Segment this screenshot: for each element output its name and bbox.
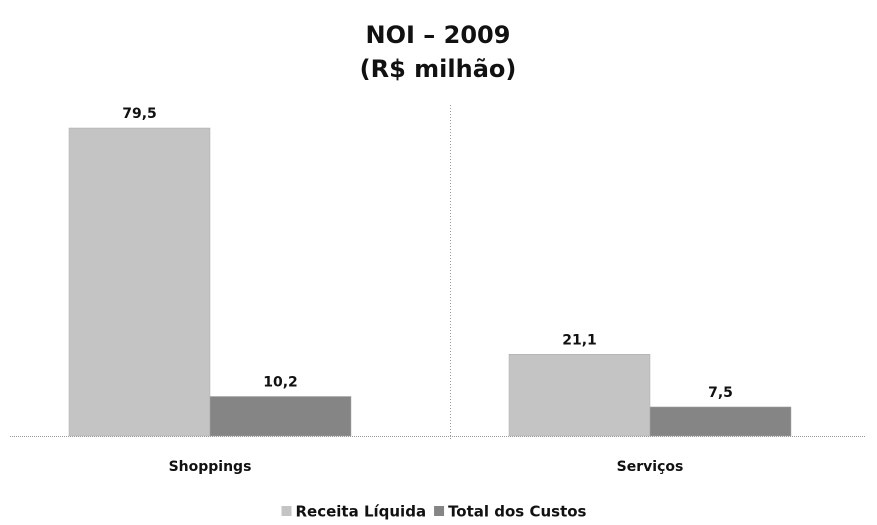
bar [649,406,792,437]
data-label: 79,5 [122,106,157,122]
legend-swatch [281,506,292,516]
chart-subtitle: (R$ milhão) [360,55,517,83]
legend-label: Total dos Custos [448,503,586,521]
bar [209,396,352,437]
legend-swatch [434,506,445,516]
legend-label: Receita Líquida [296,503,427,521]
x-tick-label: Serviços [617,459,684,475]
data-label: 10,2 [263,374,298,390]
data-label: 21,1 [562,332,597,348]
bar [508,354,651,437]
x-tick-label: Shoppings [169,459,252,475]
data-label: 7,5 [708,385,733,401]
chart-title: NOI – 2009 [366,21,511,49]
bar [68,127,211,437]
